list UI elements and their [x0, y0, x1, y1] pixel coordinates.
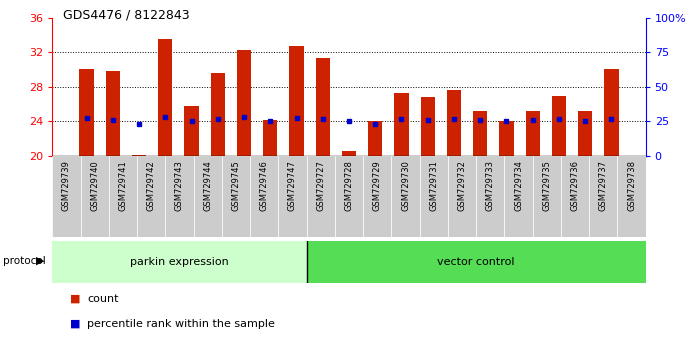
Text: GSM729739: GSM729739 — [62, 160, 71, 211]
Bar — [158, 39, 172, 156]
Text: GSM729745: GSM729745 — [232, 160, 241, 211]
Text: GSM729746: GSM729746 — [260, 160, 269, 211]
Text: GSM729729: GSM729729 — [373, 160, 382, 211]
Bar — [105, 71, 120, 156]
Text: GSM729747: GSM729747 — [288, 160, 297, 211]
Text: GSM729727: GSM729727 — [316, 160, 325, 211]
Text: vector control: vector control — [438, 257, 515, 267]
Bar — [250, 156, 279, 237]
Bar — [604, 69, 618, 156]
Bar — [109, 156, 137, 237]
Bar — [499, 121, 514, 156]
Text: GSM729740: GSM729740 — [90, 160, 99, 211]
Text: GSM729734: GSM729734 — [514, 160, 523, 211]
Bar — [279, 156, 306, 237]
Text: GSM729731: GSM729731 — [429, 160, 438, 211]
Bar — [335, 156, 363, 237]
Bar — [165, 156, 193, 237]
Text: GSM729732: GSM729732 — [457, 160, 466, 211]
Text: GSM729736: GSM729736 — [570, 160, 579, 211]
Bar — [476, 156, 505, 237]
Text: GSM729741: GSM729741 — [119, 160, 128, 211]
Bar — [80, 156, 109, 237]
Bar — [306, 156, 335, 237]
Bar — [237, 50, 251, 156]
Bar — [447, 90, 461, 156]
Text: GSM729735: GSM729735 — [542, 160, 551, 211]
Bar — [306, 241, 646, 283]
Bar — [132, 155, 147, 156]
Text: parkin expression: parkin expression — [130, 257, 229, 267]
Bar — [420, 97, 435, 156]
Bar — [315, 58, 330, 156]
Bar — [342, 152, 356, 156]
Text: ■: ■ — [70, 319, 80, 329]
Bar — [618, 156, 646, 237]
Text: ▶: ▶ — [36, 256, 45, 266]
Bar — [578, 111, 593, 156]
Bar — [184, 106, 199, 156]
Bar — [394, 93, 409, 156]
Text: GSM729728: GSM729728 — [345, 160, 353, 211]
Bar — [505, 156, 533, 237]
Bar — [137, 156, 165, 237]
Bar — [368, 121, 383, 156]
Bar — [289, 46, 304, 156]
Bar — [363, 156, 392, 237]
Bar — [52, 241, 306, 283]
Bar — [448, 156, 476, 237]
Bar — [419, 156, 448, 237]
Bar — [551, 96, 566, 156]
Bar — [222, 156, 250, 237]
Bar — [589, 156, 618, 237]
Text: protocol: protocol — [3, 256, 45, 266]
Bar — [193, 156, 222, 237]
Bar — [263, 120, 278, 156]
Text: count: count — [87, 294, 119, 304]
Bar — [80, 69, 94, 156]
Text: GSM729744: GSM729744 — [203, 160, 212, 211]
Bar — [52, 156, 80, 237]
Bar — [473, 111, 487, 156]
Text: GSM729742: GSM729742 — [147, 160, 156, 211]
Text: GSM729743: GSM729743 — [175, 160, 184, 211]
Text: GDS4476 / 8122843: GDS4476 / 8122843 — [63, 9, 189, 22]
Text: percentile rank within the sample: percentile rank within the sample — [87, 319, 275, 329]
Text: GSM729733: GSM729733 — [486, 160, 495, 211]
Text: ■: ■ — [70, 294, 80, 304]
Bar — [533, 156, 561, 237]
Bar — [211, 73, 225, 156]
Bar — [561, 156, 589, 237]
Text: GSM729738: GSM729738 — [627, 160, 636, 211]
Text: GSM729730: GSM729730 — [401, 160, 410, 211]
Bar — [392, 156, 419, 237]
Bar — [526, 111, 540, 156]
Text: GSM729737: GSM729737 — [599, 160, 608, 211]
